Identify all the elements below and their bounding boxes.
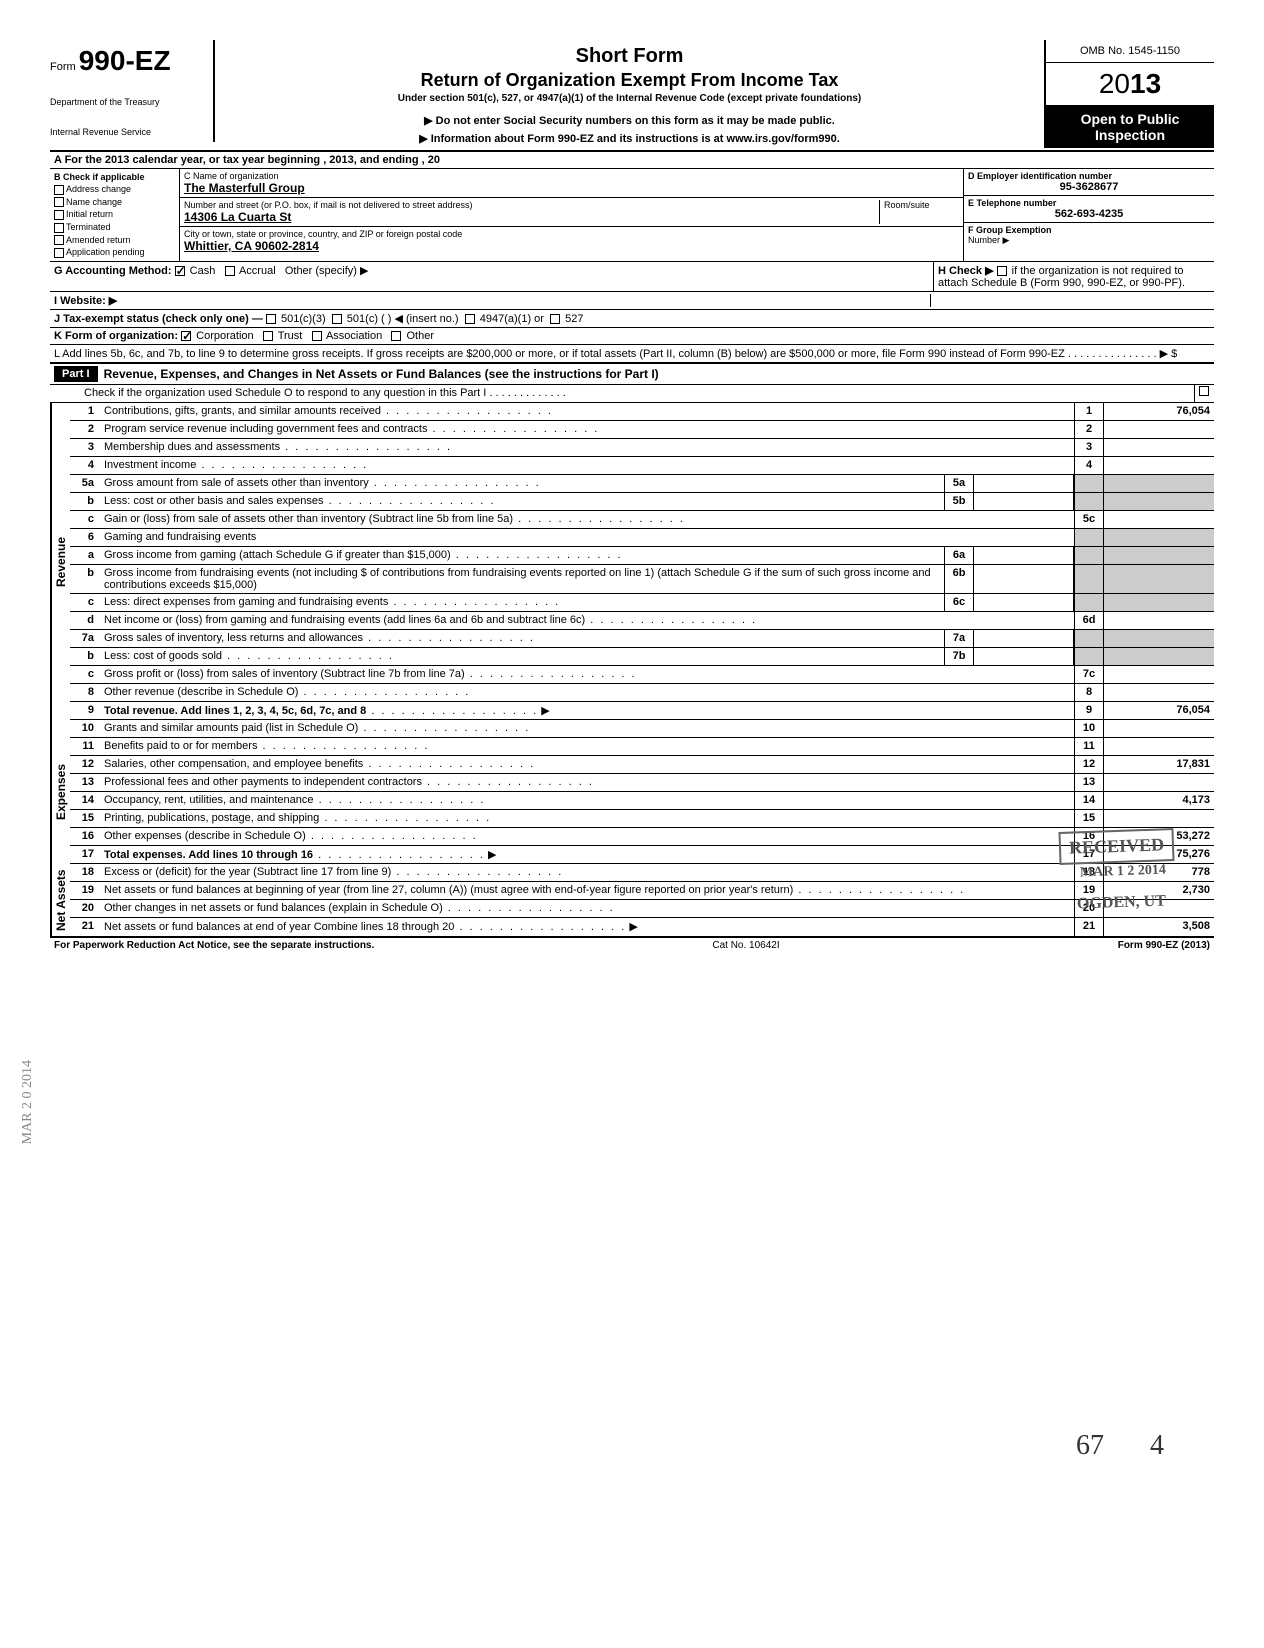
cb-address-change[interactable] bbox=[54, 185, 64, 195]
open-inspection: Open to Public Inspection bbox=[1046, 106, 1214, 148]
org-name: The Masterfull Group bbox=[184, 181, 959, 195]
section-i: I Website: ▶ bbox=[50, 292, 1214, 310]
section-l: L Add lines 5b, 6c, and 7b, to line 9 to… bbox=[50, 345, 1214, 364]
section-c: C Name of organization The Masterfull Gr… bbox=[180, 169, 964, 261]
form-number: Form 990-EZ bbox=[50, 45, 203, 77]
dept-treasury: Department of the Treasury bbox=[50, 97, 203, 107]
section-gh: G Accounting Method: Cash Accrual Other … bbox=[50, 262, 1214, 292]
footer: For Paperwork Reduction Act Notice, see … bbox=[50, 938, 1214, 953]
cb-accrual[interactable] bbox=[225, 266, 235, 276]
expenses-section: Expenses 10Grants and similar amounts pa… bbox=[50, 720, 1214, 864]
omb-number: OMB No. 1545-1150 bbox=[1046, 40, 1214, 63]
line14-val: 4,173 bbox=[1104, 792, 1214, 809]
title-return: Return of Organization Exempt From Incom… bbox=[225, 70, 1034, 91]
cb-name-change[interactable] bbox=[54, 197, 64, 207]
cb-amended[interactable] bbox=[54, 235, 64, 245]
title-short-form: Short Form bbox=[225, 45, 1034, 68]
line1-val: 76,054 bbox=[1104, 403, 1214, 420]
handwrite-4: 4 bbox=[1150, 1430, 1164, 1462]
handwrite-67: 67 bbox=[1076, 1430, 1104, 1462]
cb-pending[interactable] bbox=[54, 248, 64, 258]
note-info: ▶ Information about Form 990-EZ and its … bbox=[225, 132, 1034, 145]
cb-corp[interactable] bbox=[181, 331, 191, 341]
part1-check: Check if the organization used Schedule … bbox=[50, 385, 1214, 403]
form-header: Form 990-EZ Department of the Treasury I… bbox=[50, 40, 1214, 152]
part1-header: Part I Revenue, Expenses, and Changes in… bbox=[50, 364, 1214, 385]
line21-val: 3,508 bbox=[1104, 918, 1214, 936]
cb-cash[interactable] bbox=[175, 266, 185, 276]
date-stamp: MAR 1 2 2014 bbox=[1072, 858, 1175, 886]
tax-year: 20201313 bbox=[1046, 63, 1214, 106]
cb-assoc[interactable] bbox=[312, 331, 322, 341]
org-info-block: B Check if applicable Address change Nam… bbox=[50, 169, 1214, 262]
cb-4947[interactable] bbox=[465, 314, 475, 324]
cb-trust[interactable] bbox=[263, 331, 273, 341]
side-date-stamp: MAR 2 0 2014 bbox=[20, 1060, 36, 1144]
cb-other[interactable] bbox=[391, 331, 401, 341]
cb-schedule-b[interactable] bbox=[997, 266, 1007, 276]
section-k: K Form of organization: Corporation Trus… bbox=[50, 328, 1214, 345]
section-b-checkboxes: B Check if applicable Address change Nam… bbox=[50, 169, 180, 261]
dept-irs: Internal Revenue Service bbox=[50, 127, 203, 137]
cb-part1-scho[interactable] bbox=[1199, 386, 1209, 396]
org-city: Whittier, CA 90602-2814 bbox=[184, 239, 959, 253]
cb-terminated[interactable] bbox=[54, 223, 64, 233]
note-ssn: ▶ Do not enter Social Security numbers o… bbox=[225, 114, 1034, 127]
revenue-section: Revenue 1Contributions, gifts, grants, a… bbox=[50, 403, 1214, 720]
org-address: 14306 La Cuarta St bbox=[184, 210, 879, 224]
cb-501c3[interactable] bbox=[266, 314, 276, 324]
line9-val: 76,054 bbox=[1104, 702, 1214, 719]
subtitle: Under section 501(c), 527, or 4947(a)(1)… bbox=[225, 93, 1034, 104]
ogden-stamp: OGDEN, UT bbox=[1069, 888, 1175, 918]
section-def: D Employer identification number 95-3628… bbox=[964, 169, 1214, 261]
cb-501c[interactable] bbox=[332, 314, 342, 324]
cb-527[interactable] bbox=[550, 314, 560, 324]
cb-initial-return[interactable] bbox=[54, 210, 64, 220]
section-j: J Tax-exempt status (check only one) — 5… bbox=[50, 310, 1214, 328]
phone: 562-693-4235 bbox=[968, 208, 1210, 220]
ein: 95-3628677 bbox=[968, 181, 1210, 193]
section-a: A For the 2013 calendar year, or tax yea… bbox=[50, 152, 1214, 169]
line12-val: 17,831 bbox=[1104, 756, 1214, 773]
net-assets-section: Net Assets 18Excess or (deficit) for the… bbox=[50, 864, 1214, 938]
